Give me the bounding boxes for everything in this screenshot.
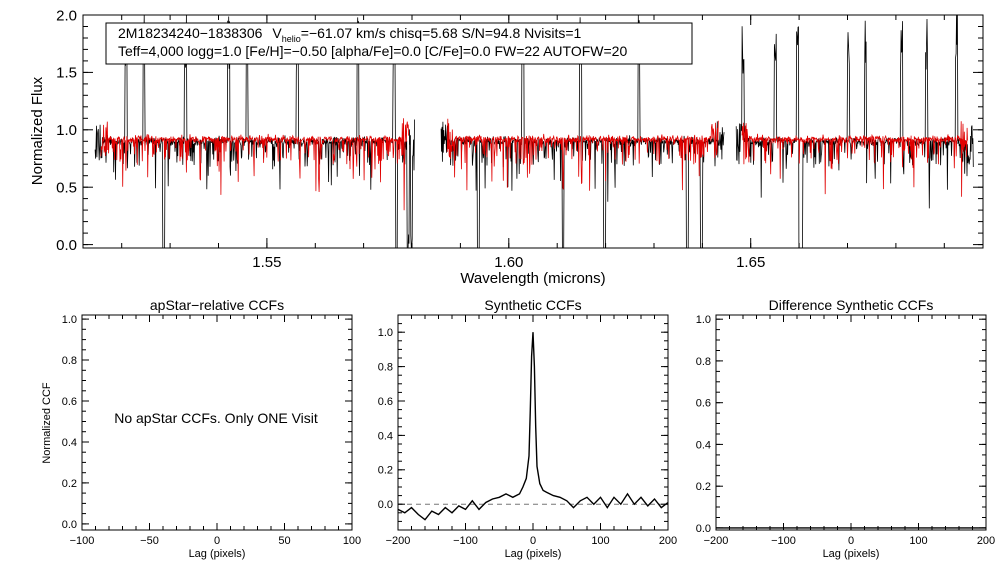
star-id: 2M18234240−1838306 xyxy=(118,25,263,41)
y-tick-label: 0.4 xyxy=(62,437,77,449)
apstar-ccf-title: apStar−relative CCFs xyxy=(150,297,284,313)
y-tick-label: 0.4 xyxy=(696,439,711,451)
x-tick-label: 200 xyxy=(977,535,995,547)
spectrum-axes: 1.55 1.60 1.65 0.0 0.5 1.0 1.5 2.0 xyxy=(56,7,983,271)
y-tick-label: 0.8 xyxy=(62,355,77,367)
x-tick-label: 100 xyxy=(909,535,927,547)
y-tick-label: 1.0 xyxy=(56,122,77,139)
no-ccf-message: No apStar CCFs. Only ONE Visit xyxy=(114,410,318,426)
vhelio-symbol: V xyxy=(272,25,282,41)
synthetic-ccf-xlabel: Lag (pixels) xyxy=(505,548,562,560)
x-tick-label: 200 xyxy=(659,535,677,547)
spectrum-ylabel: Normalized Flux xyxy=(29,76,46,185)
x-tick-label: −100 xyxy=(70,535,95,547)
y-tick-label: 0.6 xyxy=(62,396,77,408)
y-tick-label: 0.2 xyxy=(378,465,393,477)
difference-ccf-axes: −200 −100 0 100 200 0.0 0.2 0.4 0.6 0.8 1.0 xyxy=(696,314,995,547)
model-spectrum-chip-3 xyxy=(741,121,968,197)
x-tick-label: 1.60 xyxy=(494,254,523,271)
synthetic-ccf-plot-area xyxy=(397,332,669,521)
synthetic-ccf-line xyxy=(397,332,669,521)
synthetic-ccf-axes: −200 −100 0 100 200 0.0 0.2 0.4 0.6 0.8 1.0 xyxy=(378,314,677,547)
spectrum-xlabel: Wavelength (microns) xyxy=(460,270,605,287)
y-tick-label: 0.2 xyxy=(62,478,77,490)
difference-ccf-panel: Difference Synthetic CCFs −200 −100 0 100 20… xyxy=(696,297,995,560)
y-tick-label: 0.0 xyxy=(56,237,77,254)
difference-ccf-xlabel: Lag (pixels) xyxy=(823,548,880,560)
y-tick-label: 1.0 xyxy=(62,314,77,326)
info-line-2: Teff=4,000 logg=1.0 [Fe/H]=−0.50 [alpha/… xyxy=(118,43,627,59)
info-line-1: 2M18234240−1838306 Vhelio=−61.07 km/s chi… xyxy=(118,25,582,44)
model-spectrum-chip-1 xyxy=(100,118,409,211)
y-tick-label: 1.0 xyxy=(378,327,393,339)
y-tick-label: 0.8 xyxy=(378,362,393,374)
y-tick-label: 0.0 xyxy=(62,519,77,531)
model-spectrum-chip-2 xyxy=(446,118,719,191)
y-tick-label: 2.0 xyxy=(56,7,77,24)
y-tick-label: 0.6 xyxy=(378,396,393,408)
y-tick-label: 1.5 xyxy=(56,65,77,82)
y-tick-label: 0.2 xyxy=(696,481,711,493)
y-tick-label: 0.5 xyxy=(56,179,77,196)
x-tick-label: −100 xyxy=(771,535,796,547)
spectrum-plot-area xyxy=(94,14,974,249)
spectrum-panel: 1.55 1.60 1.65 0.0 0.5 1.0 1.5 2.0 Normalized F… xyxy=(29,7,984,287)
y-tick-label: 0.8 xyxy=(696,356,711,368)
y-tick-label: 0.0 xyxy=(378,499,393,511)
x-tick-label: 0 xyxy=(848,535,854,547)
x-tick-label: 1.65 xyxy=(736,254,765,271)
x-tick-label: 50 xyxy=(278,535,290,547)
apstar-ccf-axes: −100 −50 0 50 100 0.0 0.2 0.4 0.6 0.8 1.0 xyxy=(62,314,361,547)
spectrum-frame xyxy=(82,14,984,249)
vhelio-and-stats: =−61.07 km/s chisq=5.68 S/N=94.8 Nvisits… xyxy=(301,25,582,41)
difference-ccf-title: Difference Synthetic CCFs xyxy=(769,297,934,313)
info-box xyxy=(105,22,693,65)
apstar-ccf-panel: apStar−relative CCFs −100 −50 0 50 100 0.0 0.2… xyxy=(41,297,361,560)
x-tick-label: 0 xyxy=(530,535,536,547)
x-tick-label: −200 xyxy=(704,535,729,547)
y-tick-label: 0.0 xyxy=(696,523,711,535)
x-tick-label: −50 xyxy=(140,535,159,547)
synthetic-ccf-title: Synthetic CCFs xyxy=(484,297,581,313)
x-tick-label: 0 xyxy=(214,535,220,547)
x-tick-label: 100 xyxy=(343,535,361,547)
x-tick-label: −200 xyxy=(386,535,411,547)
x-tick-label: 1.55 xyxy=(252,254,281,271)
x-tick-label: −100 xyxy=(453,535,478,547)
apstar-ccf-ylabel: Normalized CCF xyxy=(41,382,53,464)
y-tick-label: 0.6 xyxy=(696,398,711,410)
y-tick-label: 0.4 xyxy=(378,430,393,442)
apstar-ccf-xlabel: Lag (pixels) xyxy=(189,548,246,560)
synthetic-ccf-panel: Synthetic CCFs −200 −100 0 100 200 0.0 0.2 0.4 0… xyxy=(378,297,677,560)
vhelio-subscript: helio xyxy=(282,34,301,44)
x-tick-label: 100 xyxy=(591,535,609,547)
y-tick-label: 1.0 xyxy=(696,314,711,326)
